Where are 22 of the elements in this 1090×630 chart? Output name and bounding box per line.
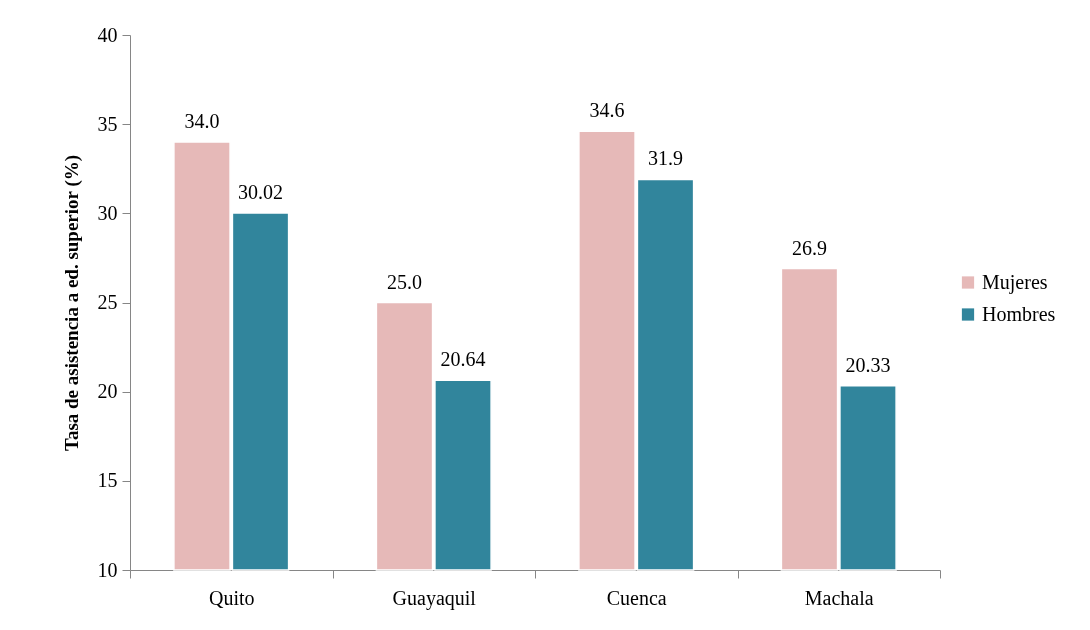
data-label: 25.0: [386, 270, 422, 293]
y-tick-label: 25: [97, 291, 118, 313]
y-tick-label: 35: [97, 112, 118, 135]
y-axis-title: Tasa de asistencia a ed. superior (%): [60, 154, 83, 452]
legend-label: Mujeres: [982, 270, 1048, 294]
y-tick-label: 15: [97, 469, 118, 492]
x-tick-label: Cuenca: [606, 586, 667, 609]
y-tick-label: 30: [97, 201, 118, 224]
legend-label: Hombres: [982, 302, 1056, 325]
x-tick-label: Machala: [804, 586, 874, 609]
y-tick-label: 40: [97, 23, 118, 46]
data-label: 20.64: [440, 348, 486, 371]
data-label: 26.9: [791, 236, 827, 259]
y-tick-label: 20: [97, 380, 118, 403]
x-tick-label: Quito: [208, 586, 255, 609]
data-label: 30.02: [238, 180, 284, 203]
data-label: 34.6: [589, 99, 625, 122]
data-label: 31.9: [648, 147, 684, 170]
x-tick-label: Guayaquil: [392, 586, 477, 610]
y-tick-label: 10: [97, 558, 118, 581]
data-label: 34.0: [184, 110, 220, 132]
data-label: 20.33: [845, 353, 891, 376]
